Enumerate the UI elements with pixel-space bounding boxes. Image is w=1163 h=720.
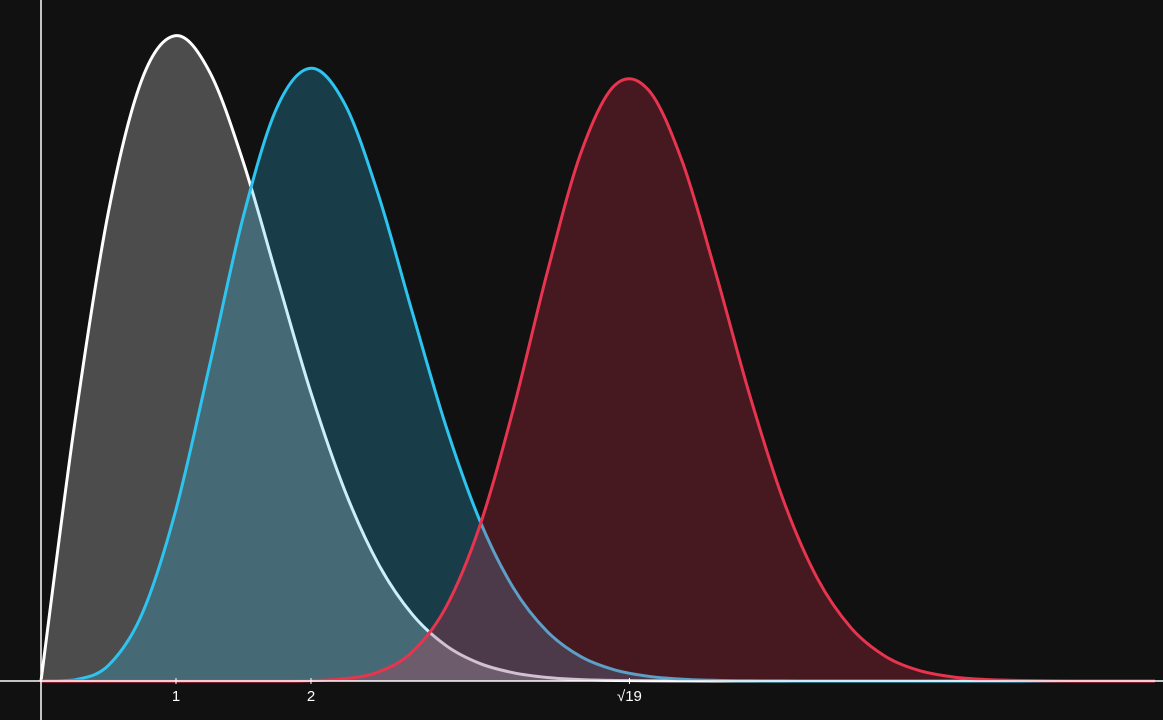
- area-fill: [41, 35, 1155, 682]
- area-fill: [41, 68, 1155, 681]
- x-tick-label: 1: [172, 688, 180, 705]
- x-tick-label: √19: [617, 688, 642, 705]
- x-tick-label: 2: [307, 688, 315, 705]
- area-fill: [41, 78, 1155, 681]
